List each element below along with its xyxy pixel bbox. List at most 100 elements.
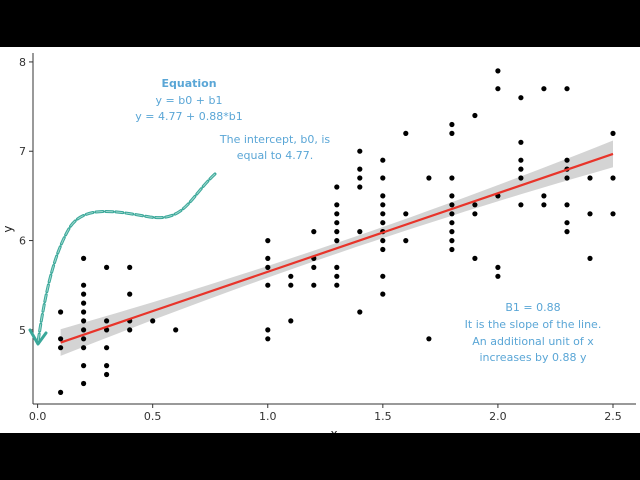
data-point — [150, 318, 156, 324]
data-point — [518, 166, 524, 172]
data-point — [104, 318, 110, 324]
data-point — [265, 264, 271, 270]
data-point — [449, 175, 455, 181]
data-point — [288, 282, 294, 288]
data-point — [380, 193, 386, 199]
data-point — [472, 255, 478, 261]
data-point — [81, 327, 87, 333]
slope-note-line4: increases by 0.88 y — [479, 351, 587, 364]
data-point — [334, 220, 340, 226]
data-point — [403, 238, 409, 244]
data-point — [449, 246, 455, 253]
data-point — [334, 273, 340, 279]
data-point — [357, 175, 363, 181]
data-point — [449, 229, 455, 235]
data-point — [610, 130, 616, 136]
data-point — [311, 264, 317, 270]
data-point — [334, 202, 340, 208]
data-point — [334, 184, 340, 190]
data-point — [58, 309, 64, 315]
data-point — [380, 246, 386, 253]
data-point — [104, 264, 110, 270]
data-point — [518, 95, 524, 101]
data-point — [58, 389, 64, 395]
data-point — [403, 211, 409, 217]
data-point — [403, 130, 409, 136]
data-point — [334, 238, 340, 244]
data-point — [472, 202, 478, 208]
data-point — [541, 193, 547, 199]
data-point — [518, 175, 524, 181]
data-point — [334, 229, 340, 235]
data-point — [610, 175, 616, 181]
data-point — [380, 291, 386, 297]
data-point — [472, 211, 478, 217]
data-point — [104, 327, 110, 333]
data-point — [380, 211, 386, 217]
data-point — [380, 273, 386, 279]
x-tick-label: 2.5 — [604, 410, 622, 423]
data-point — [81, 300, 87, 306]
chart-area: 0.0 0.5 1.0 1.5 2.0 2.5 5 6 7 8 x y Equation y = … — [0, 47, 640, 433]
data-point — [426, 336, 432, 342]
data-point — [334, 282, 340, 288]
data-point — [81, 336, 87, 342]
data-point — [311, 282, 317, 288]
arrow-shaft-highlight — [37, 173, 216, 343]
data-point — [587, 175, 593, 181]
data-point — [380, 238, 386, 244]
equation-general: y = b0 + b1 — [156, 94, 223, 107]
data-point — [449, 211, 455, 217]
equation-title: Equation — [161, 77, 216, 90]
data-point — [564, 175, 570, 181]
data-point — [81, 318, 87, 324]
data-point — [265, 327, 271, 333]
data-point — [495, 86, 501, 92]
data-point — [288, 318, 294, 324]
y-tick-label: 5 — [19, 324, 26, 337]
x-tick-label: 1.0 — [259, 410, 277, 423]
intercept-note-line1: The intercept, b0, is — [219, 133, 330, 146]
slope-note-line3: An additional unit of x — [472, 335, 594, 348]
data-point — [380, 175, 386, 181]
data-point — [81, 345, 87, 351]
x-tick-label: 0.0 — [29, 410, 47, 423]
data-point — [58, 336, 64, 342]
data-point — [449, 193, 455, 199]
x-tick-label: 1.5 — [374, 410, 392, 423]
slope-note-line2: It is the slope of the line. — [465, 318, 602, 331]
data-point — [81, 255, 87, 261]
data-point — [564, 229, 570, 235]
data-point — [81, 282, 87, 288]
data-point — [357, 309, 363, 315]
data-point — [81, 363, 87, 369]
data-point — [288, 273, 294, 279]
data-point — [587, 211, 593, 217]
x-axis-title: x — [330, 427, 337, 433]
data-point — [81, 380, 87, 387]
data-point — [380, 157, 386, 163]
data-point — [587, 255, 593, 261]
data-point — [449, 130, 455, 136]
data-point — [564, 220, 570, 226]
intercept-note-line2: equal to 4.77. — [237, 149, 314, 162]
data-point — [564, 202, 570, 208]
data-point — [495, 68, 501, 74]
data-point — [81, 291, 87, 297]
data-point — [334, 211, 340, 217]
data-point — [449, 202, 455, 208]
scatter-plot: 0.0 0.5 1.0 1.5 2.0 2.5 5 6 7 8 x y Equation y = … — [1, 53, 636, 433]
data-point — [357, 148, 363, 154]
regression-line — [60, 152, 614, 344]
data-point — [541, 202, 547, 208]
data-point — [449, 220, 455, 226]
data-point — [472, 112, 478, 119]
y-axis-title: y — [1, 225, 15, 232]
data-point — [495, 273, 501, 279]
data-point — [265, 336, 271, 342]
data-point — [518, 139, 524, 145]
data-point — [81, 309, 87, 315]
y-tick-label: 6 — [19, 235, 26, 248]
data-point — [518, 157, 524, 163]
x-tick-label: 0.5 — [144, 410, 162, 423]
